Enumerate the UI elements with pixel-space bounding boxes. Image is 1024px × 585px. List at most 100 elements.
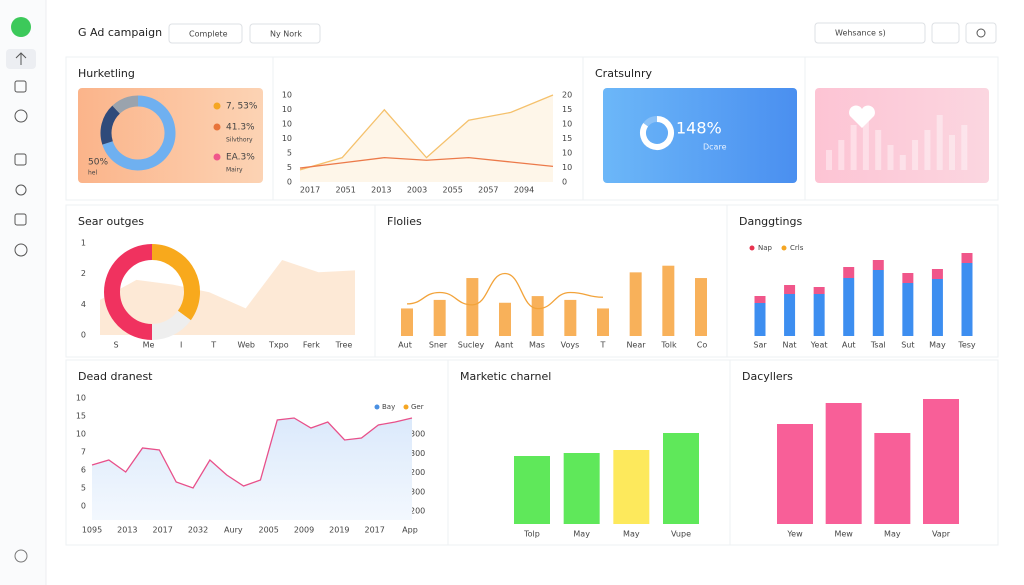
area [300, 95, 553, 182]
x-tick-label: 2017 [300, 186, 320, 195]
panel-title: Hurketling [78, 67, 135, 80]
x-tick-label: 2005 [258, 526, 278, 535]
search[interactable] [814, 22, 926, 44]
y-tick-label: 20 [562, 91, 572, 100]
x-tick-label: Tsal [870, 341, 886, 350]
x-tick-label: 2055 [442, 186, 462, 195]
nav-icon[interactable] [14, 243, 28, 257]
bar [874, 433, 911, 524]
y-tick-label: 10 [76, 430, 86, 439]
nav-icon[interactable] [14, 80, 27, 93]
nav-icon[interactable] [15, 52, 27, 65]
x-tick-label: 2013 [117, 526, 137, 535]
search-icon[interactable] [976, 28, 986, 38]
legend-note: Mairy [226, 167, 243, 174]
bar [899, 155, 906, 170]
search-text[interactable]: Wehsance s) [835, 29, 886, 38]
nav-icon[interactable] [14, 109, 28, 123]
x-tick-label: 2013 [371, 186, 391, 195]
area [100, 259, 355, 335]
bar [563, 453, 600, 524]
bar-segment [961, 263, 973, 336]
bar [838, 140, 845, 170]
donut-segment [643, 116, 658, 127]
filter-label[interactable]: Complete [189, 30, 228, 39]
corner-label: 50% [88, 158, 108, 168]
bar [662, 265, 675, 336]
y-tick-label: 300 [410, 487, 425, 496]
logo[interactable] [11, 17, 31, 37]
x-tick-label: 2017 [152, 526, 172, 535]
legend-label: Nap [758, 244, 773, 252]
x-tick-label: Tesy [957, 341, 976, 350]
x-tick-label: Nat [783, 341, 797, 350]
y-tick-label: 15 [562, 105, 572, 114]
panel-title: Dacyllers [742, 370, 793, 383]
x-tick-label: Aury [224, 526, 243, 535]
x-tick-label: Txpo [268, 341, 289, 350]
x-tick-label: 2009 [294, 526, 314, 535]
line [299, 156, 554, 169]
donut-segment [640, 116, 674, 150]
kpi-label: Dcare [703, 143, 727, 152]
line [91, 417, 413, 489]
donut-segment [151, 310, 191, 340]
x-tick-label: Co [697, 341, 708, 350]
x-tick-label: Aut [842, 341, 856, 350]
bar [912, 140, 919, 170]
bar [597, 308, 609, 336]
y-tick-label: 300 [410, 430, 425, 439]
x-tick-label: Mas [529, 341, 545, 350]
legend-dot [213, 102, 221, 110]
x-tick-label: Sner [429, 341, 448, 350]
legend-label: 41.3% [226, 123, 255, 133]
filter-label[interactable]: Ny Nork [270, 30, 302, 39]
y-tick-label: 15 [76, 412, 86, 421]
corner-sublabel: hel [88, 170, 97, 177]
area [92, 418, 412, 520]
x-tick-label: 2032 [188, 526, 208, 535]
nav-icon[interactable] [14, 153, 27, 166]
legend-dot [749, 245, 755, 251]
bar [826, 150, 832, 170]
bar [924, 130, 931, 170]
x-tick-label: 2017 [364, 526, 384, 535]
x-tick-label: Sucley [458, 341, 485, 350]
y-tick-label: 300 [410, 449, 425, 458]
y-tick-label: 4 [81, 300, 86, 309]
x-tick-label: Web [238, 341, 255, 350]
x-tick-label: T [210, 341, 216, 350]
legend-dot [213, 153, 221, 161]
y-tick-label: 0 [287, 178, 292, 187]
legend-dot [403, 404, 409, 410]
x-tick-label: 2003 [407, 186, 427, 195]
x-tick-label: 2019 [329, 526, 349, 535]
x-tick-label: Tree [335, 341, 353, 350]
panel-title: Sear outges [78, 215, 144, 228]
bar-segment [902, 283, 914, 336]
x-tick-label: 2057 [478, 186, 498, 195]
filter[interactable] [249, 23, 321, 44]
sidebar [0, 0, 46, 585]
help-icon[interactable] [14, 549, 28, 563]
bar [613, 450, 650, 524]
legend-label: 7, 53% [226, 102, 258, 112]
donut-segment [102, 95, 176, 171]
nav-icon[interactable] [15, 184, 27, 196]
x-tick-label: Me [143, 341, 155, 350]
button[interactable] [931, 22, 960, 44]
y-tick-label: 10 [282, 120, 292, 129]
donut-segment [104, 244, 153, 340]
panel [729, 359, 999, 546]
y-tick-label: 10 [282, 105, 292, 114]
bar [433, 299, 446, 336]
y-tick-label: 2 [81, 269, 86, 278]
filter[interactable] [168, 23, 243, 44]
legend-label: Bay [382, 403, 395, 411]
nav-icon[interactable] [14, 213, 27, 226]
panel-title: Marketic charnel [460, 370, 551, 383]
y-tick-label: 0 [562, 178, 567, 187]
line [406, 272, 604, 310]
bar [401, 308, 413, 336]
button[interactable] [965, 22, 997, 44]
